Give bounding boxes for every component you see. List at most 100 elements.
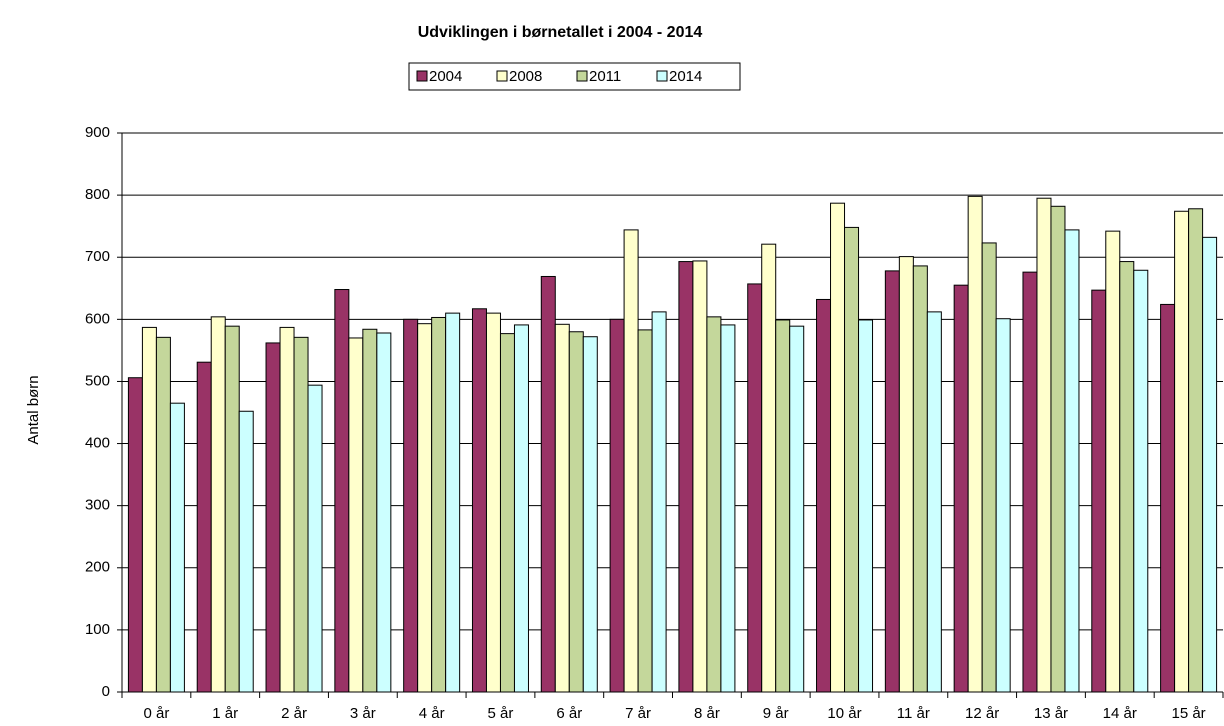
bar	[651, 311, 667, 693]
y-tick-label: 200	[85, 559, 110, 576]
bar	[568, 331, 584, 693]
x-tick-label: 3 år	[350, 705, 376, 722]
bar	[554, 323, 570, 693]
bar	[884, 270, 900, 693]
bar	[912, 265, 928, 693]
bar	[1119, 261, 1135, 693]
legend-label: 2011	[589, 68, 621, 85]
y-tick-label: 100	[85, 621, 110, 638]
bar	[967, 195, 983, 693]
x-tick-label: 6 år	[556, 705, 582, 722]
bar	[169, 402, 185, 693]
bar	[1133, 269, 1149, 693]
bar	[623, 229, 639, 693]
bar	[747, 283, 763, 693]
legend-swatch	[576, 70, 588, 82]
legend-swatch	[416, 70, 428, 82]
legend-box	[408, 62, 741, 91]
bar	[431, 316, 447, 693]
bar	[1091, 289, 1107, 693]
bar	[141, 326, 157, 693]
bar	[953, 284, 969, 693]
bar	[692, 260, 708, 693]
y-tick-label: 0	[102, 683, 110, 700]
x-tick-label: 8 år	[694, 705, 720, 722]
bar	[830, 202, 846, 693]
x-tick-label: 15 år	[1171, 705, 1205, 722]
bar	[898, 256, 914, 693]
bar	[471, 308, 487, 693]
x-tick-label: 7 år	[625, 705, 651, 722]
bar	[1036, 197, 1052, 693]
bar	[678, 261, 694, 693]
legend-label: 2008	[509, 68, 542, 85]
bar	[513, 324, 529, 693]
bar	[706, 316, 722, 693]
x-tick-label: 5 år	[488, 705, 514, 722]
bar	[1050, 205, 1066, 693]
bar	[293, 336, 309, 693]
bar	[995, 318, 1011, 693]
x-tick-label: 2 år	[281, 705, 307, 722]
legend-label: 2014	[669, 68, 702, 85]
bar	[1105, 230, 1121, 693]
bar	[609, 318, 625, 693]
bar	[775, 319, 791, 693]
bar	[376, 332, 392, 693]
x-tick-label: 0 år	[143, 705, 169, 722]
x-tick-label: 1 år	[212, 705, 238, 722]
y-tick-label: 500	[85, 372, 110, 389]
y-tick-label: 300	[85, 497, 110, 514]
y-tick-label: 900	[85, 124, 110, 141]
bar	[127, 377, 143, 693]
legend-label: 2004	[429, 68, 462, 85]
bar	[403, 318, 419, 693]
bar	[155, 336, 171, 693]
bar	[582, 336, 598, 693]
bar	[196, 361, 212, 693]
bar	[1188, 208, 1204, 693]
bar	[926, 311, 942, 693]
legend-swatch	[496, 70, 508, 82]
x-tick-label: 4 år	[419, 705, 445, 722]
bar	[445, 312, 461, 693]
bar	[348, 337, 364, 693]
x-tick-label: 13 år	[1034, 705, 1068, 722]
bar	[238, 410, 254, 693]
bar	[485, 312, 501, 693]
bar	[637, 329, 653, 693]
bar	[210, 316, 226, 693]
bar	[858, 319, 874, 693]
bar	[981, 242, 997, 693]
bar	[307, 384, 323, 693]
bar	[1064, 229, 1080, 693]
bar	[1174, 210, 1190, 693]
x-tick-label: 10 år	[827, 705, 861, 722]
y-tick-label: 700	[85, 248, 110, 265]
bar	[362, 328, 378, 693]
bar	[720, 324, 736, 693]
bar	[265, 342, 281, 693]
x-tick-label: 9 år	[763, 705, 789, 722]
bar	[761, 243, 777, 693]
y-tick-label: 800	[85, 186, 110, 203]
bar	[334, 289, 350, 693]
bar	[1160, 303, 1176, 693]
bar	[844, 226, 860, 693]
legend-swatch	[656, 70, 668, 82]
bar	[499, 333, 515, 693]
bar	[224, 325, 240, 693]
bar	[417, 323, 433, 693]
bar	[816, 298, 832, 693]
chart-title: Udviklingen i børnetallet i 2004 - 2014	[418, 24, 703, 41]
x-tick-label: 11 år	[897, 705, 930, 722]
x-tick-label: 12 år	[965, 705, 999, 722]
bar	[1202, 236, 1218, 693]
bar	[279, 326, 295, 693]
bar	[1022, 271, 1038, 693]
y-axis-label: Antal børn	[25, 375, 42, 444]
x-tick-label: 14 år	[1103, 705, 1137, 722]
bar	[540, 275, 556, 693]
bar	[789, 325, 805, 693]
